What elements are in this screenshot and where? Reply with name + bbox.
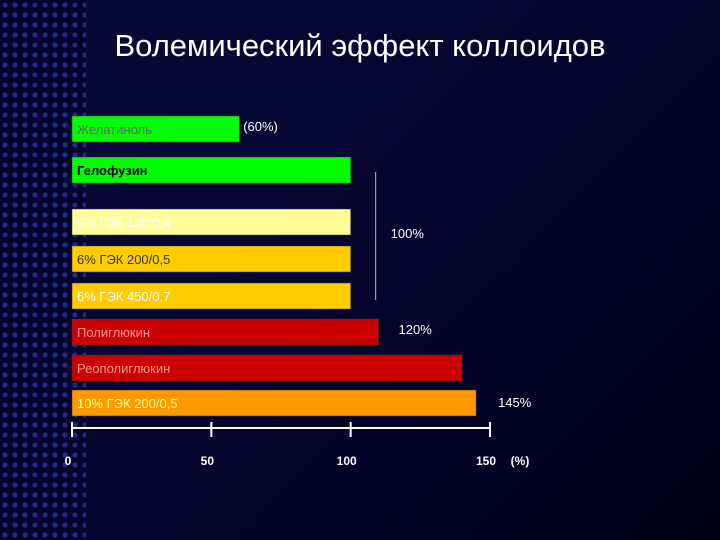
chart-title: Волемический эффект коллоидов (114, 28, 606, 63)
bar-2 (71, 208, 351, 236)
bar-label-7: 10% ГЭК 200/0,5 (77, 396, 178, 411)
annotation-2: 120% (399, 322, 433, 337)
bar-7 (71, 389, 477, 417)
bar-label-4: 6% ГЭК 450/0,7 (77, 289, 170, 304)
annotation-0: (60%) (243, 119, 278, 134)
bar-4 (71, 282, 351, 310)
x-unit-label: (%) (511, 454, 530, 468)
x-tick-label-3: 150 (476, 454, 496, 468)
x-tick-label-0: 0 (65, 454, 72, 468)
bar-6 (71, 354, 463, 382)
bar-label-1: Гелофузин (77, 163, 148, 178)
bar-label-0: Желатиноль (77, 122, 152, 137)
bar-1 (71, 156, 351, 184)
x-tick-label-2: 100 (337, 454, 357, 468)
dotted-side-decoration (0, 0, 86, 540)
bar-label-3: 6% ГЭК 200/0,5 (77, 252, 170, 267)
bar-label-5: Полиглюкин (77, 325, 150, 340)
x-tick-label-1: 50 (201, 454, 215, 468)
bar-5 (71, 318, 379, 346)
bar-label-2: 6% ГЭК 130/0,4 (77, 215, 170, 230)
annotation-1: 100% (391, 226, 425, 241)
annotation-3: 145% (498, 395, 532, 410)
bar-label-6: Реополиглюкин (77, 361, 170, 376)
bar-3 (71, 245, 351, 273)
bar-0 (71, 115, 240, 143)
